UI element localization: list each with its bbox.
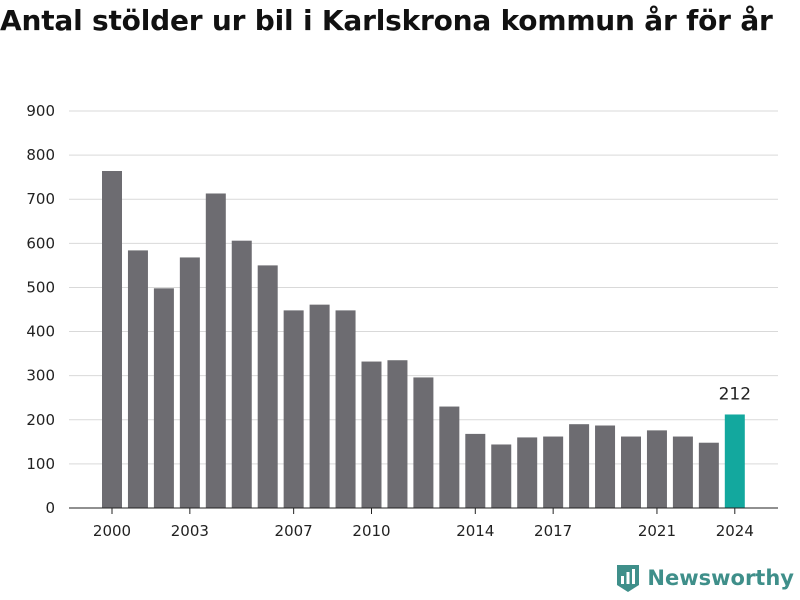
bar	[569, 424, 590, 508]
y-tick-label: 500	[26, 278, 55, 296]
brand-logo: Newsworthy	[615, 564, 794, 592]
bar	[672, 436, 693, 508]
bar	[698, 442, 719, 508]
bar	[621, 436, 641, 508]
bar	[153, 288, 174, 508]
y-tick-label: 800	[26, 146, 55, 164]
bar	[543, 436, 564, 508]
bar	[231, 240, 252, 509]
chart-title: Antal stölder ur bil i Karlskrona kommun…	[0, 4, 773, 37]
bar	[413, 377, 434, 508]
data-label-highlight: 212	[719, 384, 751, 404]
bar	[309, 304, 330, 508]
bar	[127, 250, 148, 508]
y-tick-label: 400	[26, 323, 55, 341]
x-tick-label: 2014	[456, 522, 494, 540]
bar	[646, 430, 667, 508]
y-tick-label: 600	[26, 234, 55, 252]
y-tick-label: 300	[26, 367, 55, 385]
x-tick-label: 2007	[275, 522, 313, 540]
x-tick-label: 2003	[171, 522, 209, 540]
y-tick-label: 100	[26, 455, 55, 473]
bar	[283, 310, 304, 508]
x-axis-ticks: 2000 2003 2007 2010 2014 2017 2021 2024	[93, 508, 754, 540]
bar	[439, 406, 460, 508]
bar	[335, 310, 356, 508]
bar	[595, 425, 616, 508]
x-tick-label: 2021	[638, 522, 676, 540]
bar	[102, 170, 122, 509]
y-tick-label: 200	[26, 411, 55, 429]
brand-name: Newsworthy	[647, 566, 794, 590]
y-axis-ticks: 0 100 200 300 400 500 600 700 800 900	[26, 102, 55, 517]
x-tick-label: 2010	[352, 522, 390, 540]
bar	[257, 265, 278, 508]
bar	[465, 433, 486, 508]
bars	[102, 170, 745, 509]
bar	[361, 361, 382, 508]
x-tick-label: 2024	[716, 522, 754, 540]
data-labels: 212	[719, 384, 751, 404]
x-tick-label: 2000	[93, 522, 131, 540]
bar	[205, 193, 226, 508]
bar-highlighted	[724, 414, 745, 508]
y-tick-label: 700	[26, 190, 55, 208]
y-tick-label: 0	[45, 499, 55, 517]
bar	[517, 437, 538, 508]
bar	[491, 444, 512, 508]
bar-chart-shield-icon	[617, 565, 640, 592]
bar	[387, 360, 408, 508]
bar	[179, 257, 200, 508]
x-tick-label: 2017	[534, 522, 572, 540]
y-tick-label: 900	[26, 102, 55, 120]
